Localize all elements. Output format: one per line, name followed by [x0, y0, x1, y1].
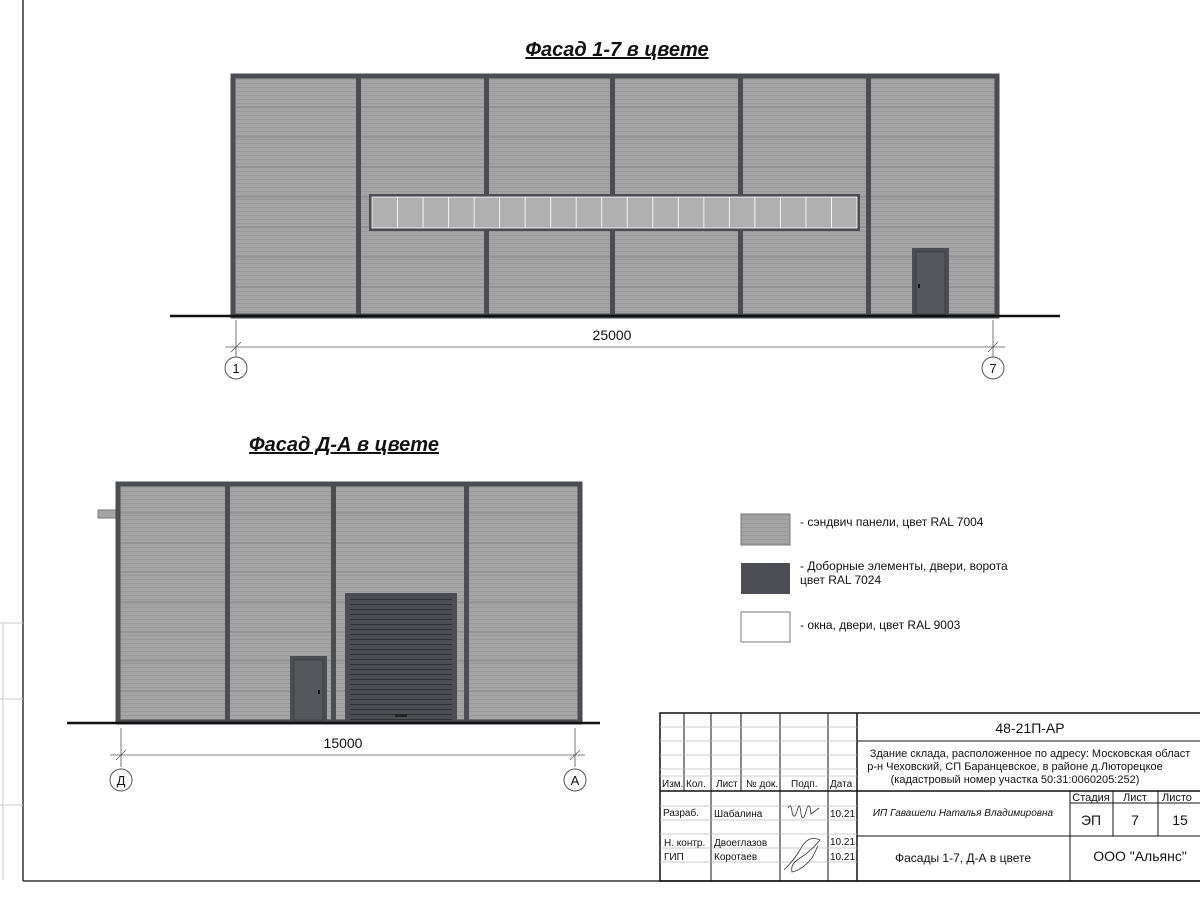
- axis-marker: [981, 356, 1005, 380]
- document-code: 48-21П-АР: [995, 720, 1064, 736]
- header-izm: Изм.: [662, 779, 683, 790]
- dimension-line: [225, 320, 1005, 357]
- address-line: Здание склада, расположенное по адресу: …: [870, 748, 1191, 760]
- sheet-title: Фасады 1-7, Д-А в цвете: [895, 851, 1031, 865]
- sheets-label: Листо: [1162, 792, 1192, 804]
- facade-1-7: Фасад 1-7 в цвете 2: [170, 39, 1060, 380]
- dimension-line: [110, 728, 585, 767]
- door: [290, 656, 327, 721]
- company-name: ООО "Альянс": [1093, 848, 1187, 864]
- role: Разраб.: [663, 807, 699, 819]
- header-data: Дата: [830, 779, 853, 790]
- sheet-value: 7: [1131, 812, 1139, 828]
- address-line: р-н Чеховский, СП Баранцевское, в районе…: [867, 761, 1163, 773]
- address-line: (кадастровый номер участка 50:31:0060205…: [891, 774, 1140, 786]
- role: ГИП: [664, 852, 684, 863]
- legend-label: - сэндвич панели, цвет RAL 7004: [800, 515, 984, 529]
- stage-value: ЭП: [1081, 812, 1101, 828]
- person-name: Коротаев: [714, 852, 757, 863]
- dimension-label: 15000: [324, 735, 363, 751]
- legend-label: цвет RAL 7024: [800, 573, 881, 587]
- legend-swatch-trim: [741, 563, 790, 594]
- legend-label: - Доборные элементы, двери, ворота: [800, 559, 1008, 573]
- role: Н. контр.: [664, 838, 705, 849]
- axis-marker: [563, 768, 587, 792]
- sheet-label: Лист: [1123, 792, 1147, 804]
- dimension-label: 25000: [593, 327, 632, 343]
- signature: [783, 837, 821, 873]
- header-podp: Подп.: [791, 779, 818, 790]
- person-name: Двоеглазов: [714, 838, 767, 849]
- person-name: Шабалина: [714, 808, 763, 820]
- axis-label: 7: [989, 361, 996, 376]
- roller-gate: [345, 593, 457, 722]
- canopy: [97, 509, 119, 519]
- date: 10.21: [830, 837, 855, 848]
- title-block: [659, 712, 1200, 882]
- stage-label: Стадия: [1072, 792, 1110, 804]
- header-list: Лист: [716, 779, 738, 790]
- axis-marker: [224, 356, 248, 380]
- legend: - сэндвич панели, цвет RAL 7004 - Доборн…: [740, 513, 1008, 643]
- ribbon-window: [369, 194, 860, 231]
- signature: [787, 805, 820, 819]
- legend-swatch-window: [740, 611, 791, 643]
- door: [912, 248, 949, 315]
- author-organization: ИП Гавашели Наталья Владимировна: [873, 808, 1054, 819]
- legend-swatch-panel: [740, 513, 791, 546]
- axis-label: А: [571, 773, 580, 788]
- facade-1-7-title: Фасад 1-7 в цвете: [525, 39, 708, 61]
- axis-marker: [109, 768, 133, 792]
- facade-d-a-title: Фасад Д-А в цвете: [249, 434, 439, 456]
- date: 10.21: [830, 809, 855, 820]
- axis-label: 1: [232, 361, 239, 376]
- title-block-text: Изм. Кол. Лист № док. Подп. Дата Разраб.…: [662, 720, 1192, 873]
- legend-label: - окна, двери, цвет RAL 9003: [800, 618, 961, 632]
- date: 10.21: [830, 852, 855, 863]
- header-ndok: № док.: [746, 779, 778, 790]
- header-kol: Кол.: [686, 779, 706, 790]
- axis-label: Д: [117, 773, 126, 788]
- sheets-value: 15: [1172, 812, 1188, 828]
- facade-d-a: Фасад Д-А в цвете 150: [67, 434, 600, 792]
